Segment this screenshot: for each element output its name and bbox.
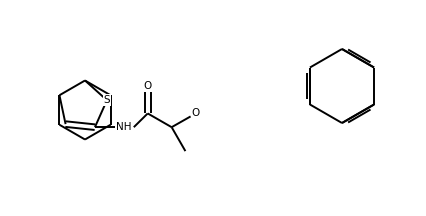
Text: O: O: [191, 108, 200, 118]
Text: O: O: [144, 81, 152, 91]
Text: S: S: [104, 95, 110, 105]
Text: NH: NH: [116, 122, 132, 132]
